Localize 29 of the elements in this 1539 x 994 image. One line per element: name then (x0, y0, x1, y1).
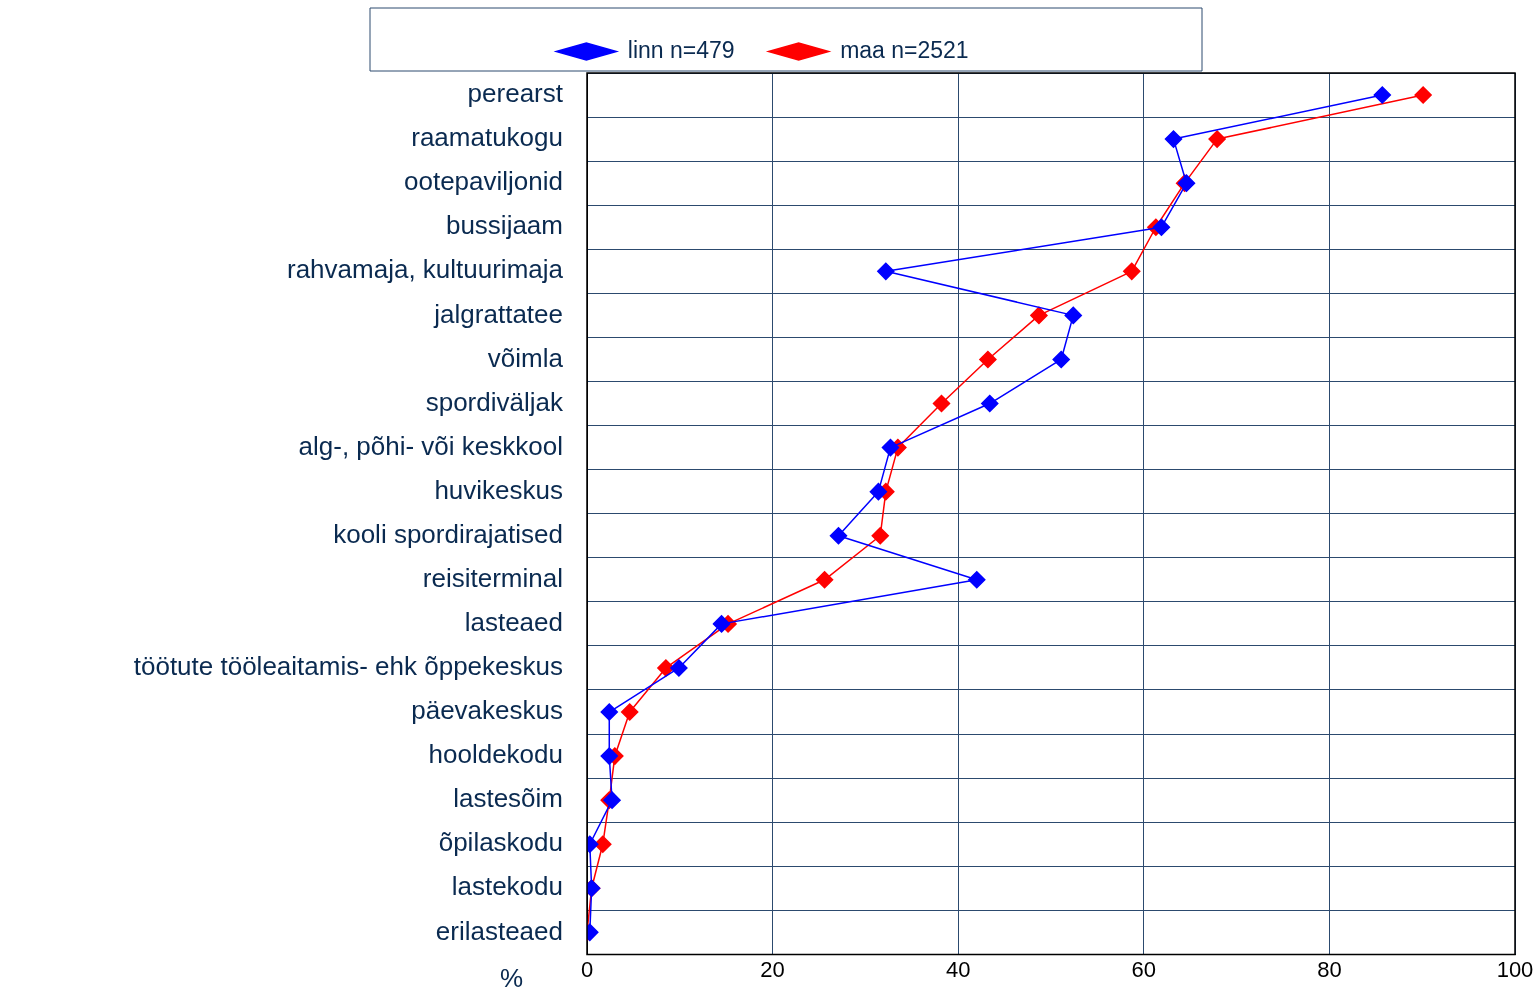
y-tick-label: erilasteaed (435, 915, 563, 946)
x-tick-label: 20 (760, 956, 785, 982)
x-tick-label: 40 (945, 956, 971, 982)
y-tick-label: huvikeskus (434, 474, 563, 505)
y-tick-label: kooli spordirajatised (333, 518, 563, 549)
y-tick-label: bussijaam (445, 210, 563, 241)
y-tick-label: perearst (467, 78, 564, 109)
y-tick-label: reisiterminal (422, 562, 563, 593)
y-tick-label: lasteaed (464, 607, 563, 638)
y-tick-label: lastesõim (453, 783, 563, 814)
y-tick-label: raamatukogu (411, 122, 563, 153)
y-tick-label: hooldekodu (428, 739, 563, 770)
x-axis-title: % (499, 962, 523, 993)
y-tick-label: õpilaskodu (438, 827, 563, 858)
y-tick-label: lastekodu (451, 871, 563, 902)
y-tick-label: päevakeskus (411, 695, 563, 726)
y-tick-label: võimla (487, 342, 564, 373)
legend-label: maa n=2521 (840, 36, 969, 63)
x-tick-label: 0 (580, 956, 594, 982)
y-tick-label: alg-, põhi- või keskkool (298, 430, 563, 461)
y-tick-label: töötute tööleaitamis- ehk õppekeskus (133, 651, 563, 682)
x-tick-label: 60 (1131, 956, 1157, 982)
y-tick-label: ootepaviljonid (403, 166, 563, 197)
legend-label: linn n=479 (627, 36, 735, 63)
y-tick-label: jalgrattatee (433, 298, 563, 329)
x-tick-label: 80 (1317, 956, 1342, 982)
y-tick-label: rahvamaja, kultuurimaja (286, 254, 564, 285)
x-tick-label: 100 (1496, 956, 1534, 982)
y-tick-label: spordiväljak (425, 386, 564, 417)
